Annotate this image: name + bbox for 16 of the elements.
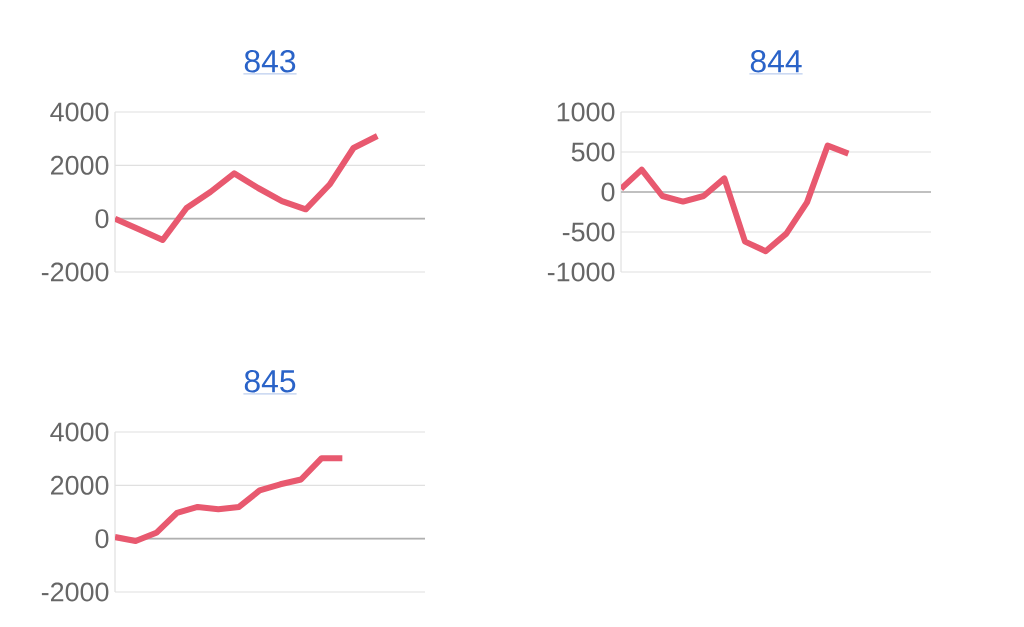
y-tick-label: 4000 [50, 422, 109, 442]
y-tick-label: -500 [562, 222, 615, 242]
y-tick-label: -1000 [547, 262, 615, 282]
y-tick-label: 2000 [51, 475, 109, 495]
y-tick-label: 1000 [557, 102, 615, 122]
chart-title: 844 [750, 49, 802, 73]
y-tick-label: 500 [571, 142, 615, 162]
chart-title: 843 [244, 49, 296, 73]
y-tick-label: 0 [601, 182, 615, 202]
y-tick-label: 2000 [51, 155, 109, 175]
y-tick-label: 0 [95, 209, 109, 229]
y-tick-label: 0 [95, 529, 109, 549]
y-tick-label: 4000 [50, 102, 109, 122]
chart-title: 845 [244, 369, 296, 393]
y-tick-label: -2000 [41, 262, 109, 282]
y-tick-label: -2000 [41, 582, 109, 602]
